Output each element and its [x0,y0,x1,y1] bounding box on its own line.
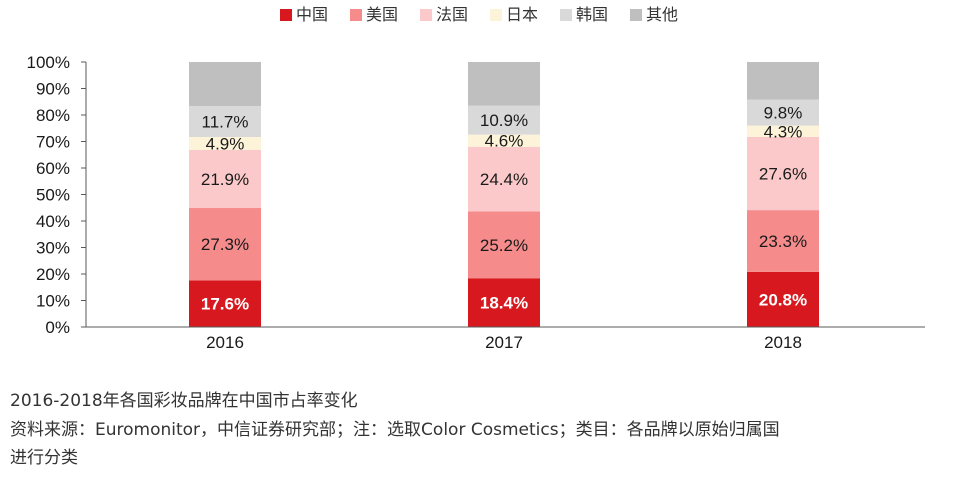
legend-label-1: 美国 [366,5,398,24]
bar-segment [189,105,261,137]
y-tick-label: 60% [36,159,70,178]
legend-label-2: 法国 [436,5,468,24]
legend-swatch-3 [490,9,502,21]
data-label: 9.8% [764,104,803,123]
bar-segment [747,271,819,327]
y-tick-label: 0% [45,318,70,337]
legend-swatch-5 [630,9,642,21]
bar-segment [189,149,261,209]
data-label: 18.4% [480,294,528,313]
bar-segment [468,105,540,135]
bar-segment [468,134,540,147]
x-tick-label: 2018 [764,333,802,352]
x-tick-label: 2016 [206,333,244,352]
bar-segment [468,146,540,212]
bar-segment [468,62,540,106]
chart-source-note-continued: 进行分类 [10,448,78,468]
data-label: 24.4% [480,170,528,189]
legend: 中国 美国 法国 日本 韩国 其他 [280,5,678,24]
legend-swatch-1 [350,9,362,21]
y-tick-label: 80% [36,106,70,125]
chart-source-note: 资料来源：Euromonitor，中信证券研究部；注：选取Color Cosme… [10,420,780,440]
y-tick-label: 70% [36,133,70,152]
bars: 17.6% 27.3% 21.9% 4.9% 11.7% 18.4% 25.2% 24.4% 4… [189,62,819,327]
data-label: 17.6% [201,295,249,314]
y-tick-label: 100% [27,53,70,72]
data-label: 11.7% [202,112,249,131]
data-label: 4.6% [485,132,524,151]
y-axis: 0% 10% 20% 30% 40% 50% 60% 70% 80% 90% 100% [27,53,87,337]
y-tick-label: 50% [36,186,70,205]
y-tick-label: 20% [36,265,70,284]
data-label: 10.9% [480,111,528,130]
bar-segment [468,211,540,279]
bar-segment [747,125,819,137]
bar-segment [747,62,819,100]
bar-segment [747,210,819,272]
legend-swatch-0 [280,9,292,21]
bar-segment [189,280,261,327]
y-tick-label: 30% [36,239,70,258]
legend-swatch-2 [420,9,432,21]
bar-segment [189,208,261,281]
data-label: 27.3% [201,235,249,254]
y-tick-label: 40% [36,212,70,231]
stacked-bar-chart: 中国 美国 法国 日本 韩国 其他 0% 10% 20% 30% 40% 50% 60% 70% 80% 9… [27,5,925,352]
bar-segment [189,62,261,106]
legend-label-4: 韩国 [576,5,608,24]
y-tick-label: 10% [36,292,70,311]
data-label: 4.9% [206,134,245,153]
legend-swatch-4 [560,9,572,21]
x-tick-label: 2017 [485,333,523,352]
bar-segment [747,136,819,211]
data-label: 21.9% [201,170,249,189]
bar-segment [189,136,261,150]
bar-segment [468,278,540,327]
data-label: 23.3% [759,232,807,251]
chart-caption-title: 2016-2018年各国彩妆品牌在中国市占率变化 [10,391,358,411]
legend-label-5: 其他 [646,5,678,24]
data-label: 20.8% [759,290,807,309]
y-tick-label: 90% [36,80,70,99]
data-label: 4.3% [764,122,803,141]
bar-segment [747,99,819,126]
x-axis: 2016 2017 2018 [86,326,925,352]
data-label: 27.6% [759,165,807,184]
legend-label-0: 中国 [296,5,328,24]
data-label: 25.2% [480,236,528,255]
legend-label-3: 日本 [506,5,538,24]
